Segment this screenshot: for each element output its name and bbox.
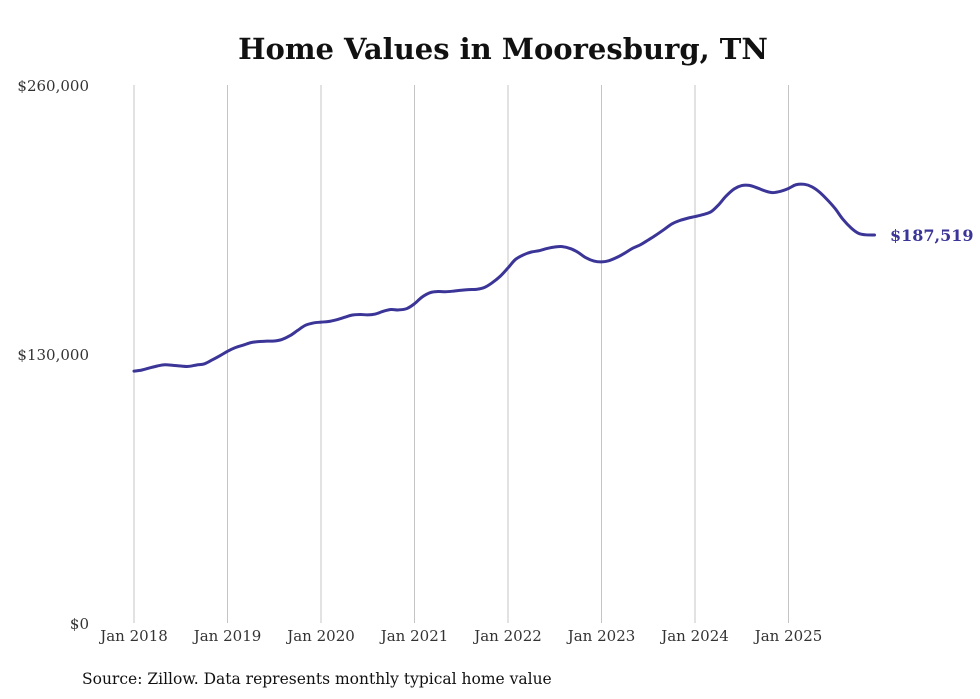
x-tick-label: Jan 2018 bbox=[98, 627, 168, 645]
source-note: Source: Zillow. Data represents monthly … bbox=[82, 670, 552, 688]
y-tick-label: $260,000 bbox=[17, 77, 89, 95]
end-value-label: $187,519 bbox=[890, 226, 974, 245]
x-tick-label: Jan 2023 bbox=[566, 627, 636, 645]
chart-title: Home Values in Mooresburg, TN bbox=[238, 32, 768, 66]
x-tick-label: Jan 2020 bbox=[285, 627, 355, 645]
x-tick-label: Jan 2025 bbox=[753, 627, 823, 645]
x-tick-label: Jan 2022 bbox=[472, 627, 542, 645]
gridlines bbox=[133, 85, 789, 623]
x-axis-ticks: Jan 2018 Jan 2019 Jan 2020 Jan 2021 Jan 2022… bbox=[98, 627, 822, 645]
y-tick-label: $130,000 bbox=[17, 346, 89, 364]
y-tick-label: $0 bbox=[70, 615, 89, 633]
x-tick-label: Jan 2024 bbox=[659, 627, 729, 645]
series-layer: $187,519 bbox=[132, 182, 974, 373]
x-tick-label: Jan 2021 bbox=[379, 627, 449, 645]
series-line bbox=[132, 182, 877, 373]
x-tick-label: Jan 2019 bbox=[192, 627, 262, 645]
y-axis-ticks: $0 $130,000 $260,000 bbox=[17, 77, 89, 633]
